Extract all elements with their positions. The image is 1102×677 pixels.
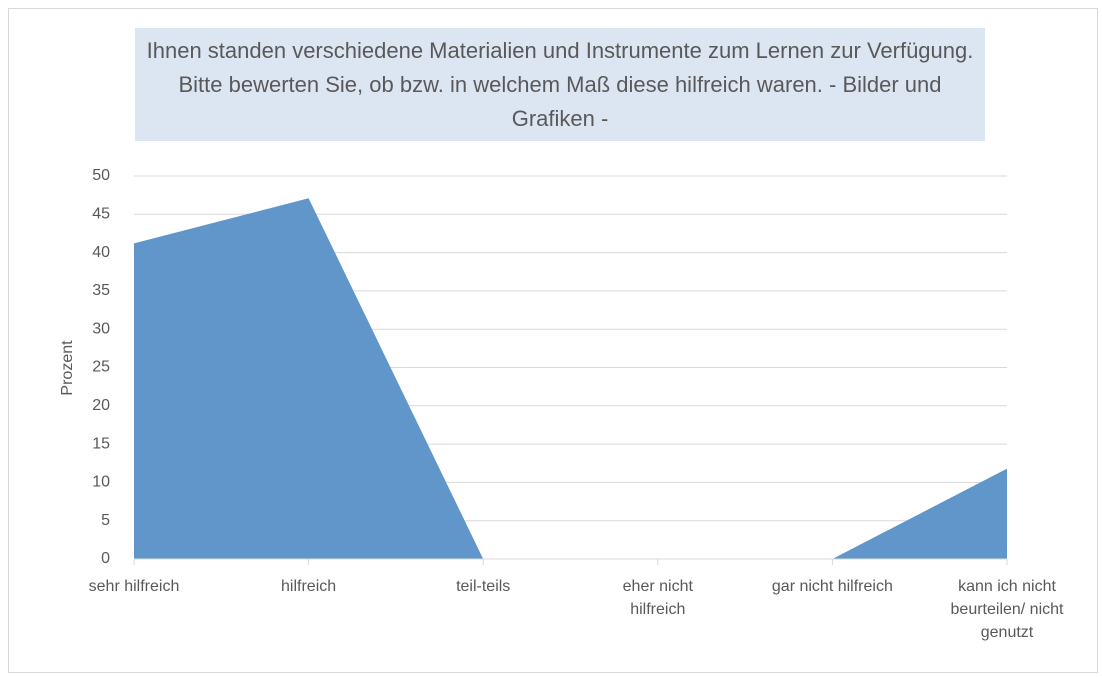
y-tick-label: 0	[101, 550, 110, 567]
y-tick-label: 50	[92, 167, 110, 184]
y-tick-label: 40	[92, 244, 110, 261]
y-tick-label: 20	[92, 397, 110, 414]
y-tick-label: 15	[92, 435, 110, 452]
y-tick-label: 35	[92, 282, 110, 299]
y-tick-label: 30	[92, 320, 110, 337]
x-tick-label: eher nicht hilfreich	[622, 578, 693, 618]
y-tick-label: 45	[92, 206, 110, 223]
x-tick-label: teil-teils	[456, 578, 511, 595]
chart-title: Ihnen standen verschiedene Materialien u…	[135, 28, 985, 141]
area	[134, 198, 1007, 560]
chart-frame	[8, 8, 1098, 673]
x-tick-label: kann ich nicht beurteilen/ nicht genutzt	[950, 578, 1064, 641]
y-tick-label: 25	[92, 359, 110, 376]
y-tick-label: 5	[101, 512, 110, 529]
x-tick-label: sehr hilfreich	[88, 578, 180, 595]
x-tick-label: hilfreich	[281, 578, 337, 595]
y-tick-label: 10	[92, 474, 110, 491]
x-tick-label: gar nicht hilfreich	[771, 578, 893, 595]
y-axis-label: Prozent	[59, 340, 76, 396]
